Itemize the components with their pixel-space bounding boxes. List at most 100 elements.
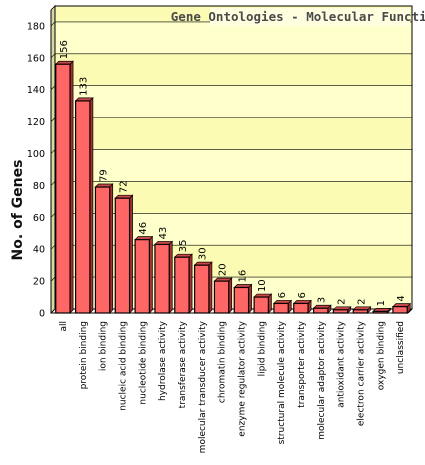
gridline-depth bbox=[50, 85, 56, 90]
x-tick-label: unclassified bbox=[396, 321, 406, 374]
bar-front bbox=[154, 243, 170, 314]
y-axis-label: No. of Genes bbox=[10, 160, 26, 261]
x-tick-label: molecular adaptor activity bbox=[317, 320, 327, 439]
bar-front bbox=[174, 256, 190, 314]
plot-band bbox=[55, 277, 412, 309]
y-tick-label: 80 bbox=[33, 181, 45, 192]
gridline-depth bbox=[50, 213, 56, 218]
x-tick-label: electron carrier activity bbox=[356, 320, 366, 426]
plot-band bbox=[55, 245, 412, 278]
x-tick-label: all bbox=[59, 321, 69, 332]
plot-band bbox=[55, 53, 412, 86]
bar bbox=[54, 60, 74, 314]
plot-band bbox=[55, 85, 412, 118]
bar-value-label: 156 bbox=[59, 40, 70, 59]
plot-frame bbox=[54, 5, 413, 310]
bar-value-label: 10 bbox=[257, 279, 268, 292]
gridline-depth bbox=[50, 244, 56, 250]
bar-front bbox=[352, 309, 369, 314]
x-tick-label: molecular transducer activity bbox=[198, 320, 208, 453]
bar-value-label: 1 bbox=[376, 300, 387, 306]
x-tick-label: oxygen binding bbox=[376, 321, 386, 390]
bar bbox=[114, 194, 134, 314]
bar bbox=[392, 302, 412, 314]
bar-value-label: 2 bbox=[356, 298, 367, 304]
bar-value-label: 72 bbox=[118, 180, 129, 193]
bar bbox=[193, 261, 213, 314]
bar-front bbox=[372, 310, 388, 314]
y-tick-label: 100 bbox=[27, 149, 45, 160]
bar-front bbox=[213, 280, 230, 314]
bar bbox=[154, 240, 174, 314]
x-tick-label: protein binding bbox=[79, 321, 89, 389]
bar-front bbox=[55, 63, 71, 314]
gridline-depth bbox=[50, 149, 56, 154]
x-tick-label: transferase activity bbox=[178, 320, 188, 408]
x-tick-label: hydrolase activity bbox=[158, 320, 168, 401]
bar bbox=[292, 299, 312, 314]
y-tick-label: 180 bbox=[27, 21, 45, 32]
bar-value-label: 2 bbox=[337, 298, 348, 304]
chart-title-background bbox=[210, 8, 410, 26]
bar bbox=[94, 183, 114, 314]
bar bbox=[233, 283, 253, 314]
x-tick-label: enzyme regulator activity bbox=[237, 320, 247, 436]
bar bbox=[312, 304, 332, 314]
x-tick-label: structural molecule activity bbox=[277, 320, 287, 444]
gridline-depth bbox=[50, 276, 56, 282]
bar bbox=[372, 307, 392, 314]
bar bbox=[273, 299, 293, 314]
bar-front bbox=[273, 302, 289, 314]
plot-band bbox=[55, 181, 412, 214]
chart-title-box: Gene Ontologies - Molecular Functions bbox=[171, 8, 425, 26]
plot-band bbox=[55, 117, 412, 150]
bar-value-label: 3 bbox=[317, 297, 328, 303]
bar-front bbox=[114, 197, 131, 314]
bar-front bbox=[253, 296, 269, 314]
y-tick-label: 40 bbox=[33, 245, 45, 256]
gridline-depth bbox=[50, 21, 56, 27]
gridline-depth bbox=[50, 117, 56, 122]
plot-side-wall bbox=[50, 5, 56, 314]
y-tick-label: 60 bbox=[33, 213, 45, 224]
bar-front bbox=[134, 239, 150, 314]
x-axis-depth bbox=[407, 308, 413, 314]
y-tick-label: 20 bbox=[33, 277, 45, 288]
gridline-depth bbox=[50, 53, 56, 59]
bar-value-label: 133 bbox=[79, 77, 90, 96]
x-tick-label: nucleic acid binding bbox=[118, 321, 128, 411]
bar-front bbox=[94, 186, 111, 314]
bar bbox=[332, 305, 352, 314]
y-tick-label: 140 bbox=[27, 85, 45, 96]
bar-front bbox=[313, 307, 329, 314]
bar-front bbox=[233, 286, 250, 314]
plot-band bbox=[55, 149, 412, 182]
bar bbox=[253, 293, 273, 314]
bar-value-label: 43 bbox=[158, 227, 169, 240]
bar-value-label: 6 bbox=[277, 292, 288, 298]
bar-front bbox=[293, 302, 309, 314]
x-tick-label: nucleotide binding bbox=[138, 321, 148, 405]
y-tick-label: 0 bbox=[39, 309, 45, 320]
x-tick-label: transporter activity bbox=[297, 320, 307, 408]
bar bbox=[134, 235, 154, 314]
bar-front bbox=[194, 264, 210, 314]
bar bbox=[173, 253, 193, 314]
bar bbox=[74, 97, 94, 314]
bar-value-label: 20 bbox=[218, 263, 229, 276]
bar bbox=[213, 277, 233, 314]
bar-front bbox=[392, 306, 408, 314]
bar-value-label: 35 bbox=[178, 239, 189, 252]
x-tick-label: antioxidant activity bbox=[337, 320, 347, 407]
y-tick-label: 120 bbox=[27, 117, 45, 128]
bar-value-label: 4 bbox=[396, 295, 407, 301]
bar-front bbox=[332, 309, 349, 314]
plot-band bbox=[55, 213, 412, 246]
chart-title: Gene Ontologies - Molecular Functions bbox=[171, 9, 425, 24]
gridline-depth bbox=[50, 308, 56, 314]
plot-area: 020406080100120140160180156all133protein… bbox=[27, 5, 413, 453]
bar-front bbox=[75, 100, 91, 314]
bar-value-label: 46 bbox=[138, 222, 149, 235]
plot-band bbox=[55, 21, 412, 54]
